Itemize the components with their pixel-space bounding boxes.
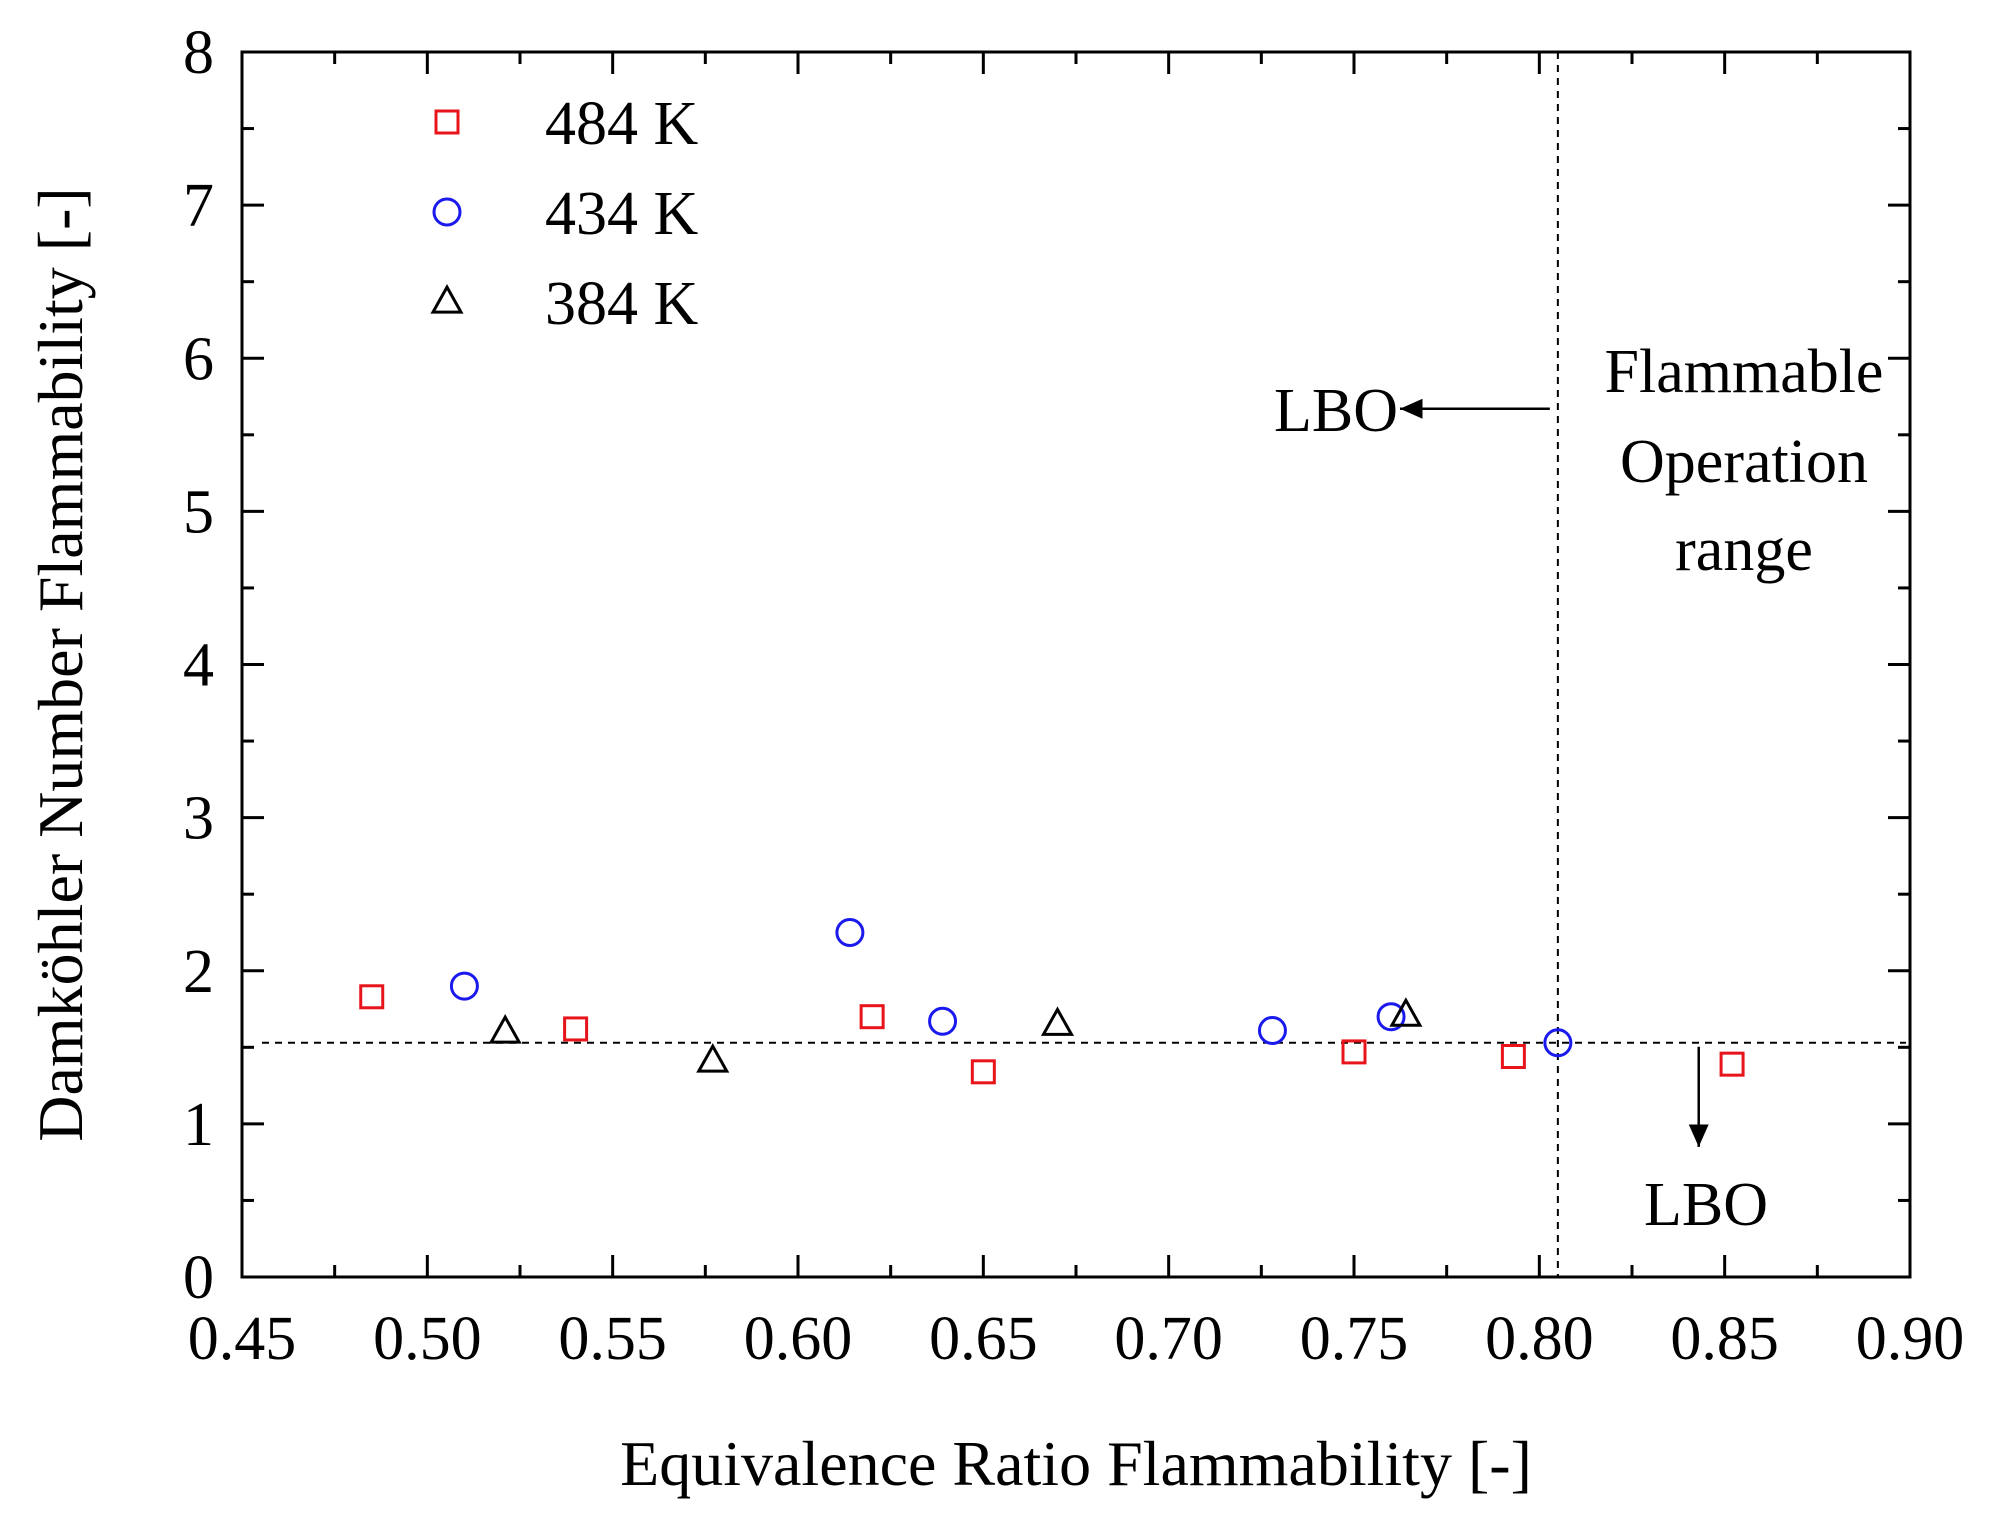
x-tick-label: 0.60 [744,1305,853,1373]
x-tick-label: 0.45 [188,1305,297,1373]
data-point-circle [928,1006,958,1036]
data-point-triangle [488,1014,522,1044]
legend-label: 484 K [545,90,699,158]
data-point-square [359,984,385,1010]
data-point-triangle [696,1043,730,1073]
tick-labels: 0.45 0.50 0.55 0.60 0.65 0.70 0.75 0.80 0.85 0.90… [183,19,1964,1373]
x-tick-label: 0.55 [558,1305,667,1373]
data-point-square [563,1016,589,1042]
axis-ticks [240,50,1912,1279]
reference-lines [262,52,1906,1277]
y-axis-title: Damköhler Number Flammability [-] [25,187,96,1141]
lbo-bottom-label: LBO [1644,1171,1768,1239]
region-label-line-2: Operation [1620,428,1868,496]
legend-marker-square [434,109,460,135]
data-point-circle [1543,1028,1573,1058]
data-point-circle [1376,1002,1406,1032]
x-tick-label: 0.90 [1856,1305,1965,1373]
data-points [359,917,1745,1085]
legend-marker-triangle [430,284,464,314]
x-tick-label: 0.75 [1300,1305,1409,1373]
y-tick-label: 7 [183,172,214,240]
data-point-circle [449,971,479,1001]
x-tick-label: 0.80 [1485,1305,1594,1373]
data-point-triangle [1389,997,1423,1027]
data-point-square [859,1004,885,1030]
data-point-square [970,1059,996,1085]
x-tick-label: 0.85 [1670,1305,1779,1373]
x-tick-label: 0.65 [929,1305,1038,1373]
y-tick-label: 3 [183,785,214,853]
region-label-line-3: range [1675,516,1813,584]
data-point-triangle [1040,1006,1075,1036]
y-tick-label: 2 [183,938,214,1006]
legend-label: 434 K [545,180,699,248]
y-tick-label: 6 [183,325,214,393]
legend: 484 K 434 K 384 K [430,90,699,338]
y-tick-label: 4 [183,632,214,700]
x-axis-title: Equivalence Ratio Flammability [-] [620,1428,1532,1499]
y-tick-label: 1 [183,1091,214,1159]
lbo-left-label: LBO [1274,377,1398,445]
y-tick-label: 5 [183,478,214,546]
legend-label: 384 K [545,270,699,338]
data-point-circle [835,917,865,947]
x-tick-label: 0.70 [1114,1305,1223,1373]
data-point-square [1500,1044,1526,1069]
data-point-square [1341,1039,1367,1065]
y-tick-label: 8 [183,19,214,87]
annotation-arrows [1400,398,1709,1147]
legend-marker-circle [432,197,462,227]
y-tick-label: 0 [183,1244,214,1312]
x-tick-label: 0.50 [373,1305,482,1373]
region-label-line-1: Flammable [1605,338,1884,406]
plot-frame [240,50,1912,1279]
data-point-circle [1257,1015,1287,1045]
data-point-square [1719,1051,1745,1077]
